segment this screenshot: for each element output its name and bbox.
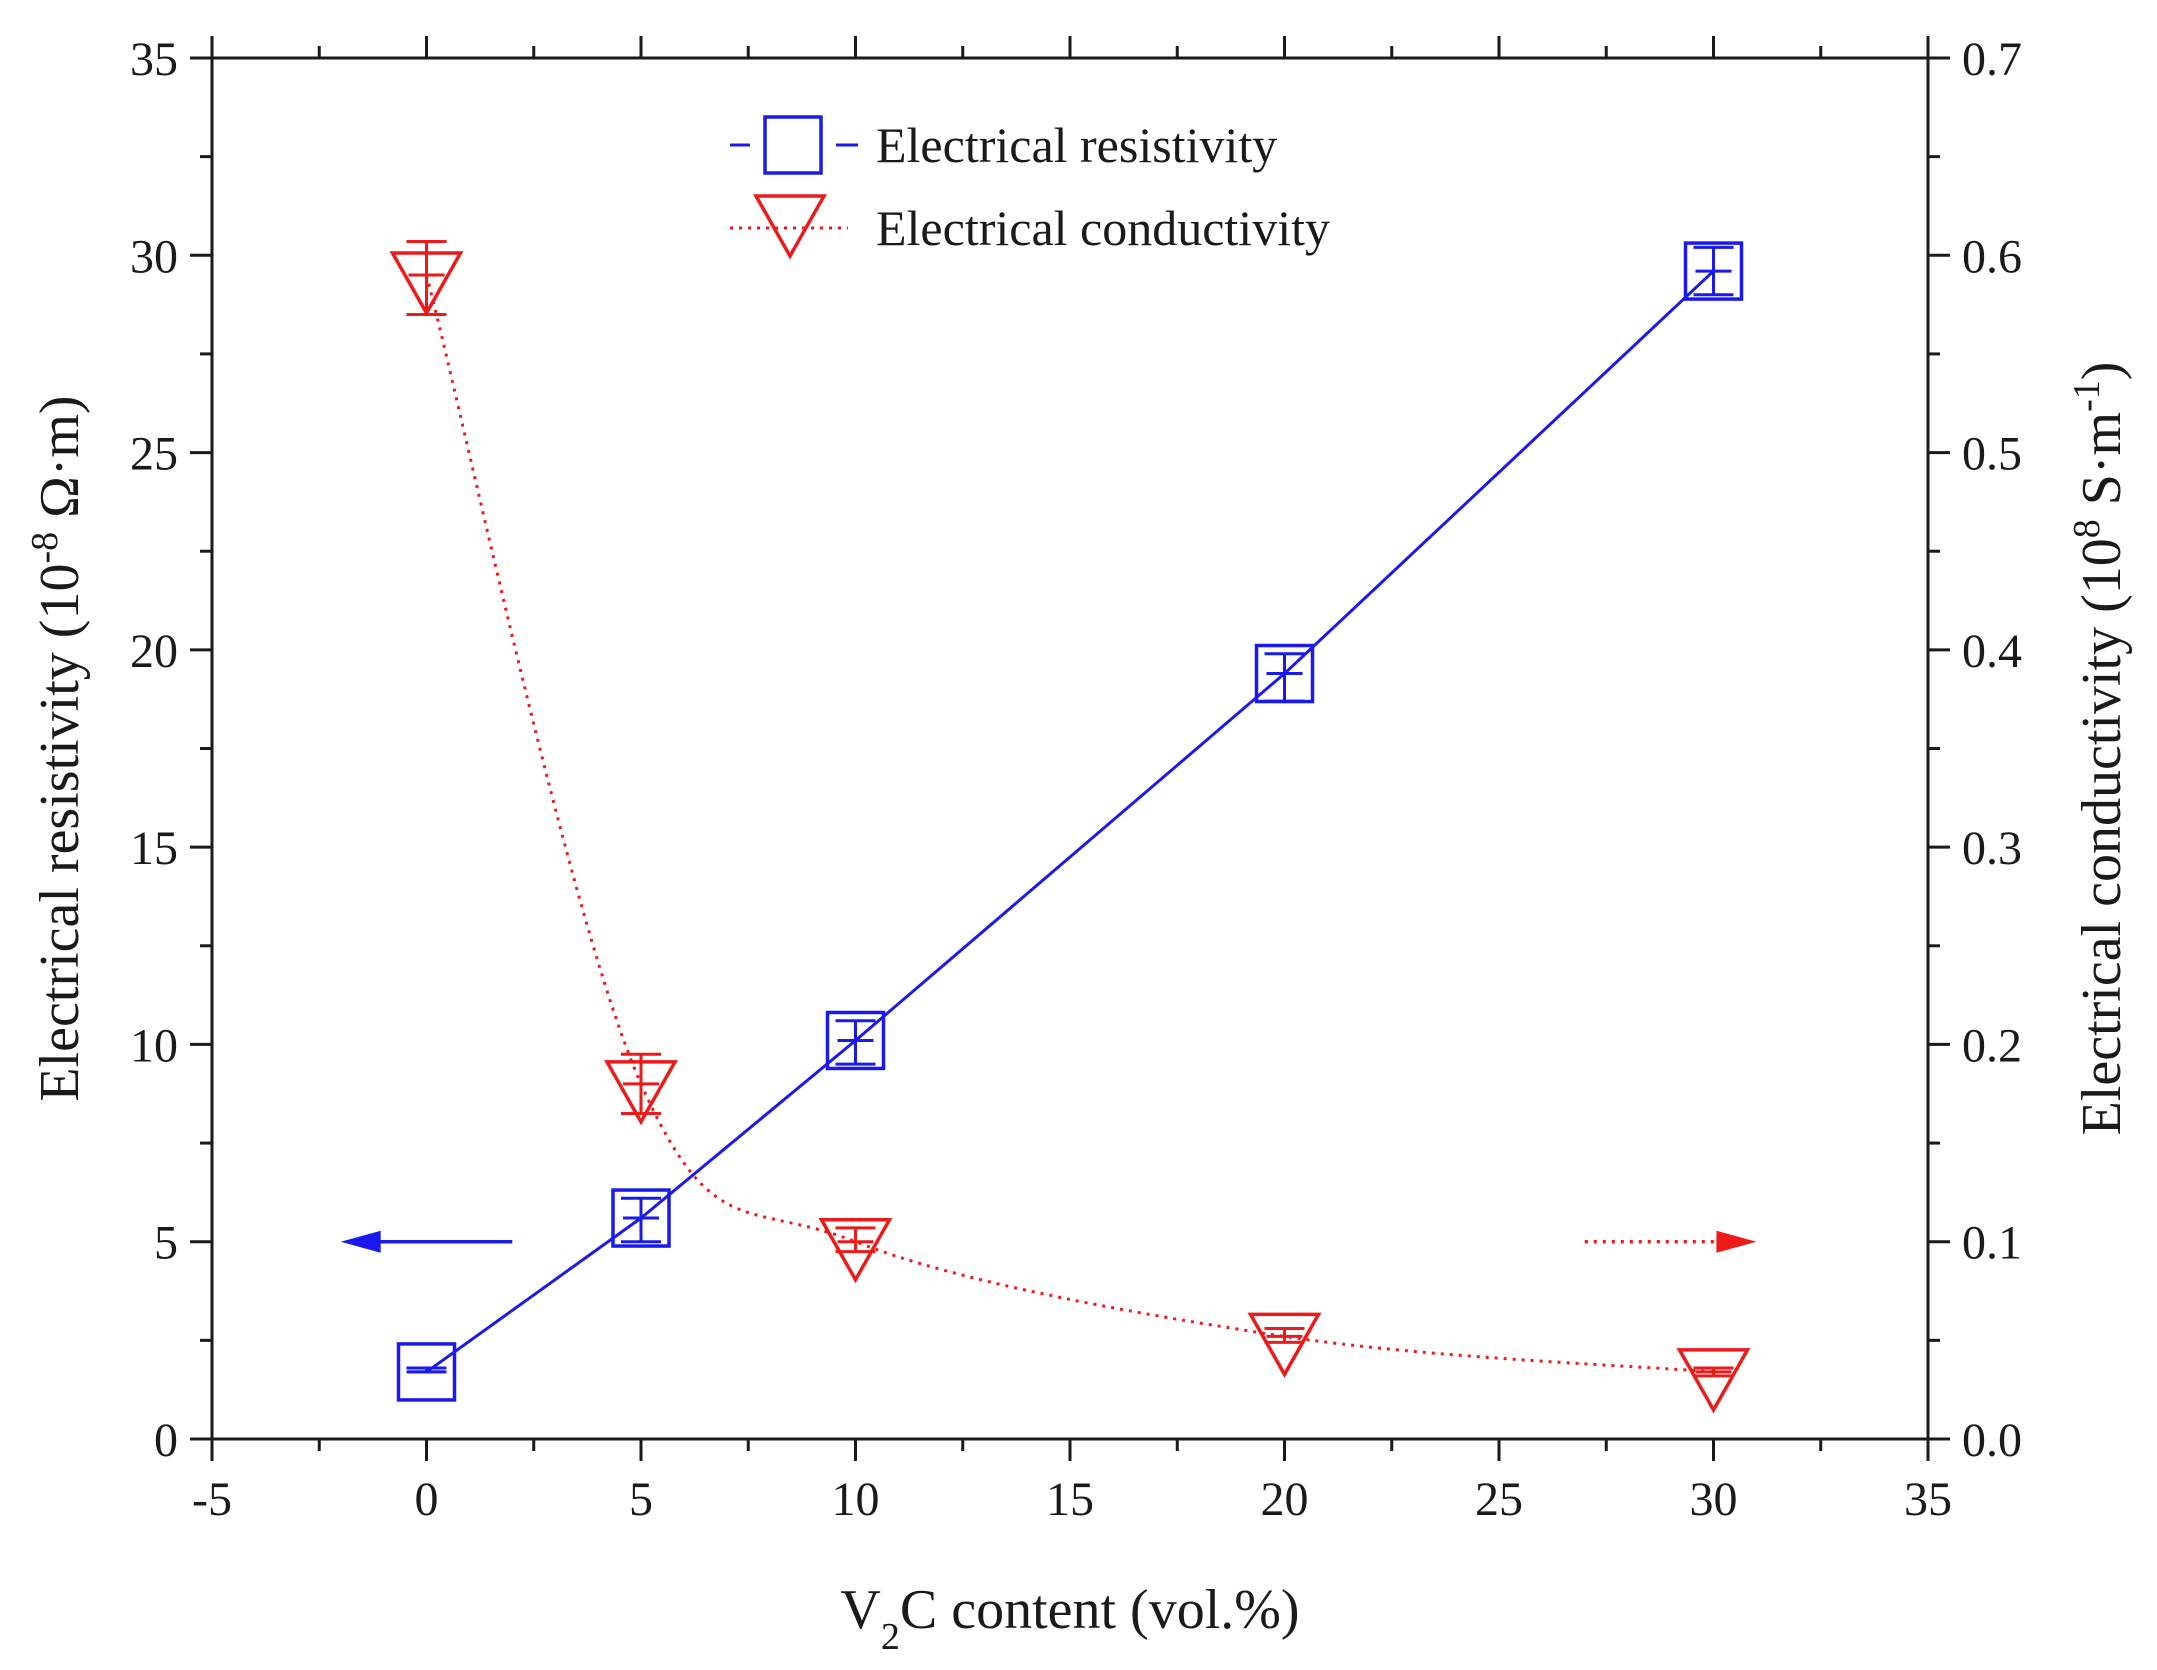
y-left-tick-label: 0 (154, 1414, 178, 1467)
legend-marker (752, 194, 828, 260)
y-left-tick-label: 10 (130, 1019, 178, 1072)
error-bar (835, 1226, 876, 1254)
y-left-axis-title-part: Electrical resistivity (10 (29, 564, 91, 1102)
legend-entry-electrical-conductivity: Electrical conductivity (730, 194, 1330, 260)
data-point-triangle (1247, 1312, 1322, 1378)
y-left-axis-title-part: Ω·m) (29, 395, 91, 531)
data-point-square (1683, 241, 1744, 301)
y-left-tick-label: 5 (154, 1217, 178, 1270)
y-left-tick-label: 15 (130, 822, 178, 875)
y-right-title-group: Electrical conductivity (108 S·m-1) (2066, 362, 2133, 1136)
x-tick-label: 0 (415, 1473, 439, 1526)
y-right-axis-title: Electrical conductivity (108 S·m-1) (2066, 362, 2133, 1136)
x-tick-label: 35 (1904, 1473, 1952, 1526)
y-left-title-group: Electrical resistivity (10-8 Ω·m) (24, 395, 91, 1101)
data-point-triangle (603, 1060, 679, 1126)
series-line (425, 269, 1715, 1374)
y-left-axis-title-part: -8 (24, 532, 66, 564)
x-axis-title-part: C content (vol.%) (900, 1579, 1300, 1641)
y-left-tick-label: 20 (130, 625, 178, 678)
y-right-axis-title-part: 8 (2066, 519, 2108, 538)
series-electrical-resistivity (396, 241, 1744, 1402)
data-point-triangle (1676, 1348, 1751, 1414)
legend-label: Electrical conductivity (876, 200, 1330, 256)
y-right-tick-label: 0.1 (1962, 1217, 2022, 1270)
series-electrical-conductivity (389, 239, 1751, 1414)
right-axis-arrow (1584, 1230, 1757, 1253)
plot-series (389, 239, 1751, 1414)
y-left-axis-title: Electrical resistivity (10-8 Ω·m) (24, 395, 91, 1101)
y-right-axis-title-part: S·m (2071, 412, 2133, 519)
y-left-tick-label: 30 (130, 230, 178, 283)
y-left-tick-label: 25 (130, 428, 178, 481)
x-axis-title: V2C content (vol.%) (840, 1579, 1299, 1658)
x-axis-title-part: 2 (881, 1616, 900, 1658)
x-tick-label: -5 (192, 1473, 232, 1526)
x-tick-label: 20 (1261, 1473, 1309, 1526)
y-right-axis-title-part: -1 (2066, 380, 2108, 412)
legend-marker (763, 115, 823, 175)
legend-entry-electrical-resistivity: Electrical resistivity (730, 115, 1277, 175)
y-right-tick-label: 0.7 (1962, 33, 2022, 86)
data-point-square (825, 1010, 886, 1071)
error-bar (621, 1196, 661, 1244)
y-right-tick-label: 0.5 (1962, 428, 2022, 481)
series-line (425, 274, 1714, 1374)
y-right-axis-title-part: Electrical conductivity (10 (2071, 538, 2133, 1135)
y-right-tick-label: 0.3 (1962, 822, 2022, 875)
y-left-tick-label: 35 (130, 33, 178, 86)
data-point-square (611, 1188, 671, 1248)
left-axis-arrow (340, 1230, 513, 1253)
legend-label: Electrical resistivity (876, 117, 1277, 173)
y-right-tick-label: 0.4 (1962, 625, 2022, 678)
plot-frame (210, 56, 1930, 1441)
error-bar (835, 1019, 876, 1066)
x-tick-label: 10 (832, 1473, 880, 1526)
plot-axes: -5 0 5 10 15 20 25 30 35051015202530350.00.10.20… (130, 33, 2022, 1526)
data-point-square (1254, 643, 1315, 704)
x-tick-label: 25 (1475, 1473, 1523, 1526)
x-tick-label: 5 (629, 1473, 653, 1526)
x-axis-title-part: V (840, 1579, 880, 1641)
legend: Electrical resistivity Electrical conduct… (730, 115, 1330, 260)
y-right-tick-label: 0.0 (1962, 1414, 2022, 1467)
data-point-triangle (389, 251, 464, 317)
y-right-axis-title-part: ) (2071, 362, 2133, 381)
axis-titles: V2C content (vol.%) Electrical resistivit… (24, 362, 2133, 1658)
x-tick-label: 30 (1690, 1473, 1738, 1526)
y-right-tick-label: 0.6 (1962, 230, 2022, 283)
data-point-square (396, 1342, 457, 1402)
x-tick-label: 15 (1046, 1473, 1094, 1526)
data-point-triangle (818, 1217, 893, 1284)
y-right-tick-label: 0.2 (1962, 1019, 2022, 1072)
annotations (340, 1230, 1757, 1253)
